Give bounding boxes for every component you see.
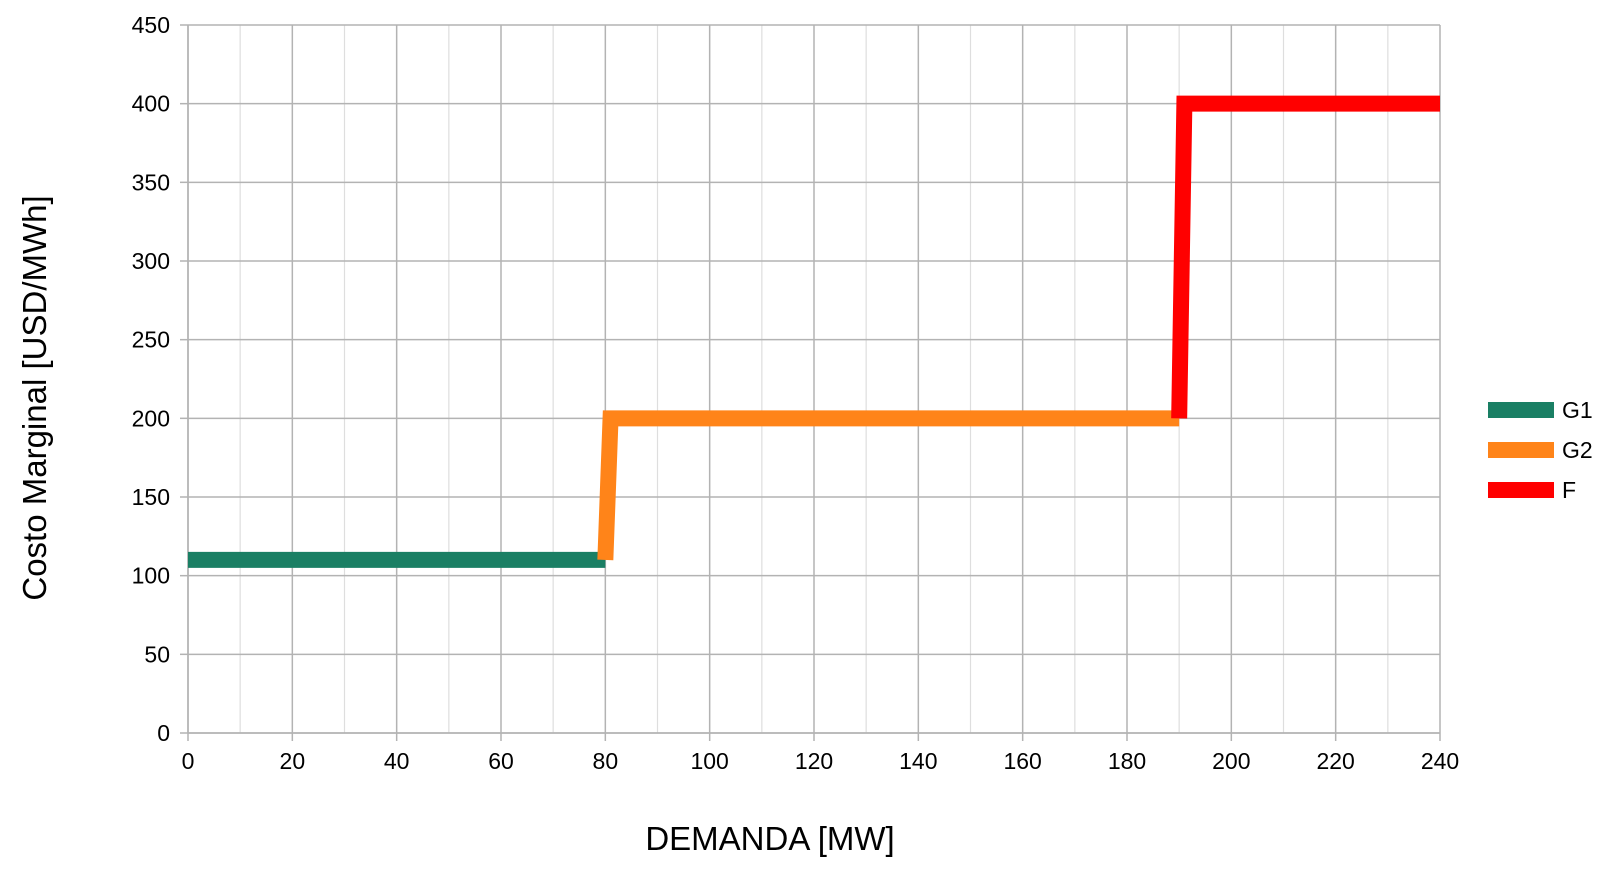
- axes: [180, 24, 1441, 741]
- data-series: [188, 95, 1440, 568]
- legend-label-g2: G2: [1562, 437, 1593, 463]
- x-tick-label: 80: [593, 748, 619, 774]
- y-axis-title: Costo Marginal [USD/MWh]: [16, 195, 53, 600]
- y-tick-label: 200: [132, 405, 170, 431]
- y-tick-label: 50: [144, 641, 170, 667]
- x-tick-label: 220: [1316, 748, 1354, 774]
- x-tick-label: 20: [280, 748, 306, 774]
- y-tick-label: 450: [132, 12, 170, 38]
- x-tick-label: 160: [1003, 748, 1041, 774]
- x-tick-label: 100: [690, 748, 728, 774]
- y-tick-label: 400: [132, 91, 170, 117]
- x-tick-label: 40: [384, 748, 410, 774]
- tick-labels: 0 20 40 60 80 100 120 140 160 180 200 220 240 0 50 100 1…: [132, 12, 1460, 774]
- y-tick-label: 100: [132, 563, 170, 589]
- y-tick-label: 150: [132, 484, 170, 510]
- legend-swatch-g2: [1488, 442, 1554, 458]
- legend-swatch-f: [1488, 482, 1554, 498]
- x-tick-label: 200: [1212, 748, 1250, 774]
- grid-lines: [187, 24, 1441, 734]
- y-tick-label: 0: [157, 720, 170, 746]
- y-tick-label: 250: [132, 327, 170, 353]
- x-tick-label: 180: [1108, 748, 1146, 774]
- y-tick-label: 350: [132, 169, 170, 195]
- legend-label-g1: G1: [1562, 397, 1593, 423]
- x-tick-label: 0: [182, 748, 195, 774]
- x-tick-label: 120: [795, 748, 833, 774]
- x-tick-label: 140: [899, 748, 937, 774]
- x-tick-label: 240: [1421, 748, 1459, 774]
- y-tick-label: 300: [132, 248, 170, 274]
- legend: G1 G2 F: [1488, 397, 1593, 503]
- legend-label-f: F: [1562, 477, 1576, 503]
- series-line-g2: [597, 410, 1180, 561]
- x-tick-label: 60: [488, 748, 514, 774]
- legend-swatch-g1: [1488, 402, 1554, 418]
- series-line-f: [1171, 95, 1440, 419]
- x-axis-title: DEMANDA [MW]: [645, 820, 894, 857]
